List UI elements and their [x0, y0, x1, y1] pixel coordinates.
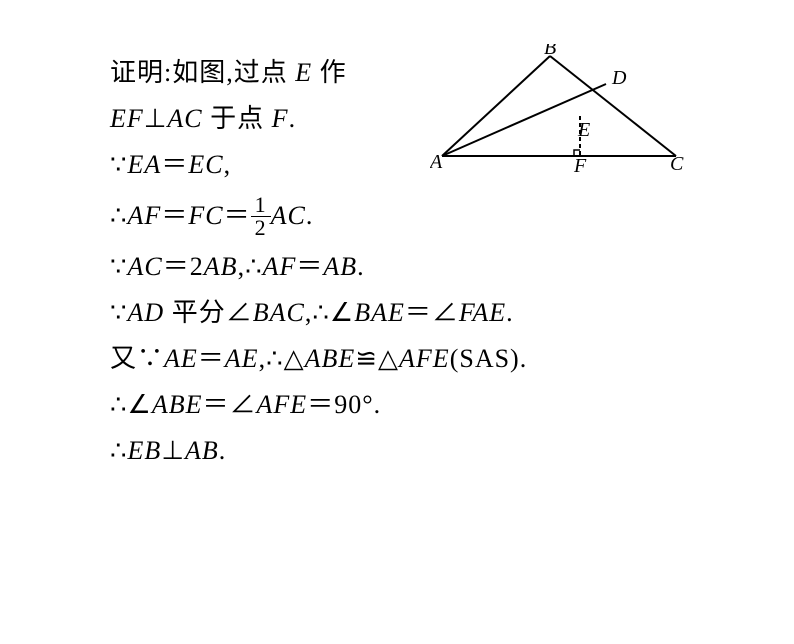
text: 又∵: [110, 344, 164, 373]
period: .: [357, 252, 365, 281]
comma: ,: [224, 150, 232, 179]
var-BAC: BAC: [253, 298, 305, 327]
perp: ⊥: [144, 104, 168, 133]
proof-line-5: ∵AC＝2AB,∴AF＝AB.: [110, 244, 690, 290]
var-FAE: FAE: [459, 298, 506, 327]
proof-line-3: ∵EA＝EC,: [110, 142, 410, 188]
fraction-half: 12: [251, 194, 271, 239]
therefore: ∴: [110, 201, 128, 230]
proof-line-4: ∴AF＝FC＝12AC.: [110, 188, 690, 244]
var-AB: AB: [204, 252, 238, 281]
numerator: 1: [251, 194, 271, 217]
proof-line-6: ∵AD 平分∠BAC,∴∠BAE＝∠FAE.: [110, 290, 690, 336]
eq: ＝: [161, 150, 188, 179]
var-E: E: [295, 58, 312, 87]
var-EF: EF: [110, 104, 144, 133]
text: ,∴∠: [305, 298, 354, 327]
svg-text:F: F: [573, 155, 587, 174]
triangle-svg: A B C D EF: [430, 44, 686, 174]
text: ＝∠: [203, 390, 257, 419]
eq: ＝: [161, 201, 188, 230]
var-AFE: AFE: [257, 390, 308, 419]
var-EB: EB: [128, 436, 162, 465]
text: (SAS).: [450, 344, 528, 373]
period: .: [289, 104, 297, 133]
text: ,∴△: [259, 344, 305, 373]
var-AD: AD: [128, 298, 165, 327]
var-F: F: [272, 104, 289, 133]
proof-line-7: 又∵AE＝AE,∴△ABE≌△AFE(SAS).: [110, 336, 690, 382]
perp: ⊥: [161, 436, 185, 465]
text: ∴∠: [110, 390, 152, 419]
svg-text:A: A: [430, 151, 443, 173]
proof-line-2: EF⊥AC 于点 F.: [110, 96, 410, 142]
var-EC: EC: [188, 150, 223, 179]
var-AC: AC: [167, 104, 202, 133]
text: 证明:如图,过点: [110, 58, 295, 87]
proof-line-1: 证明:如图,过点 E 作: [110, 50, 410, 96]
svg-text:E: E: [577, 119, 590, 141]
page: 证明:如图,过点 E 作 EF⊥AC 于点 F. ∵EA＝EC, ∴AF＝FC＝…: [0, 0, 794, 644]
var-AF: AF: [128, 201, 162, 230]
period: .: [306, 201, 314, 230]
proof-line-9: ∴EB⊥AB.: [110, 428, 690, 474]
var-AE: AE: [164, 344, 198, 373]
var-AC: AC: [128, 252, 163, 281]
var-AF: AF: [263, 252, 297, 281]
text: ＝90°.: [307, 390, 381, 419]
var-BAE: BAE: [354, 298, 405, 327]
denominator: 2: [251, 217, 271, 239]
text: ＝2: [163, 252, 204, 281]
because: ∵: [110, 150, 128, 179]
var-AB: AB: [185, 436, 219, 465]
svg-text:D: D: [611, 67, 627, 89]
svg-text:C: C: [670, 153, 684, 174]
because: ∵: [110, 252, 128, 281]
var-AB: AB: [323, 252, 357, 281]
therefore: ∴: [110, 436, 128, 465]
eq: ＝: [296, 252, 323, 281]
var-ABE: ABE: [305, 344, 356, 373]
var-AC: AC: [271, 201, 306, 230]
svg-text:B: B: [544, 44, 556, 59]
var-EA: EA: [128, 150, 162, 179]
var-ABE: ABE: [152, 390, 203, 419]
period: .: [506, 298, 514, 327]
eq: ＝: [198, 344, 225, 373]
text: 作: [312, 58, 347, 87]
proof-line-8: ∴∠ABE＝∠AFE＝90°.: [110, 382, 690, 428]
eq: ＝: [224, 201, 251, 230]
congruent: ≌△: [355, 344, 399, 373]
period: .: [219, 436, 227, 465]
var-AFE: AFE: [399, 344, 450, 373]
text: 平分∠: [164, 298, 253, 327]
text: ,∴: [238, 252, 263, 281]
because: ∵: [110, 298, 128, 327]
text: ＝∠: [405, 298, 459, 327]
text: 于点: [203, 104, 272, 133]
triangle-figure: A B C D EF: [430, 44, 686, 174]
var-FC: FC: [188, 201, 223, 230]
var-AE: AE: [225, 344, 259, 373]
